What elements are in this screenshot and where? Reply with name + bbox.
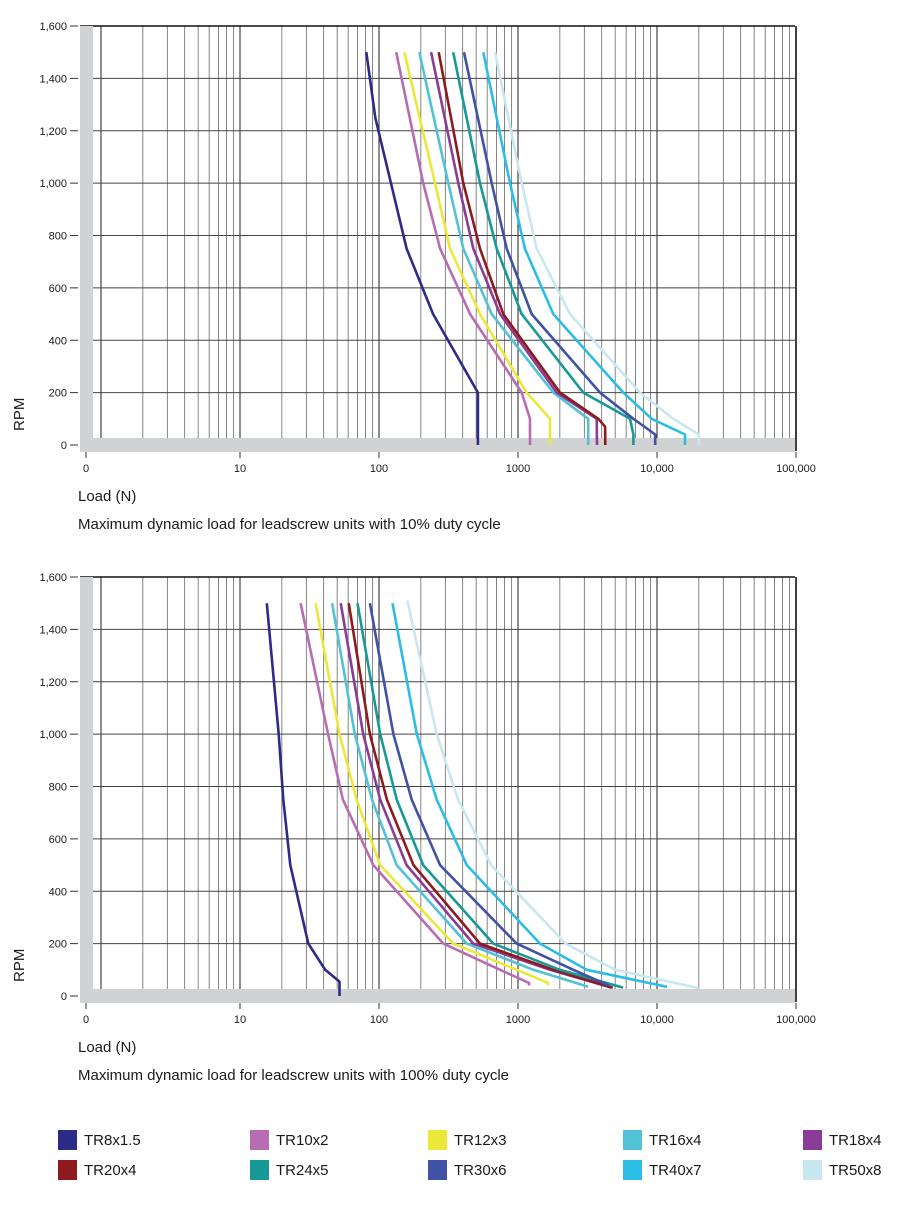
series-line-tr30x6 [368, 602, 610, 987]
y-tick-label: 1,000 [39, 178, 67, 190]
x-axis-label: Load (N) [78, 1039, 136, 1056]
legend-swatch [803, 1160, 822, 1180]
series-line-tr50x8 [493, 51, 701, 445]
chart-caption: Maximum dynamic load for leadscrew units… [78, 516, 501, 533]
y-tick-label: 800 [49, 782, 67, 794]
legend-item: TR24x5 [250, 1160, 329, 1180]
series-line-tr30x6 [462, 51, 657, 445]
x-tick-label: 100 [370, 463, 388, 475]
series-line-tr16x4 [418, 51, 590, 445]
x-tick-label: 10,000 [640, 463, 674, 475]
y-tick-label: 1,600 [39, 21, 67, 33]
y-tick-label: 600 [49, 283, 67, 295]
legend-label: TR30x6 [454, 1161, 507, 1179]
legend-swatch [250, 1160, 269, 1180]
series-line-tr16x4 [330, 602, 589, 989]
y-tick-label: 600 [49, 834, 67, 846]
y-axis-band [80, 26, 93, 452]
series-line-tr12x3 [403, 51, 552, 445]
chart-100-percent-duty: 0 200 400 600 800 1,000 1,200 1,400 1,600 0 10 100 1… [11, 572, 816, 1084]
series-line-tr20x4 [347, 602, 614, 989]
legend-item: TR30x6 [428, 1160, 507, 1180]
y-tick-label: 0 [61, 991, 67, 1003]
series-line-tr10x2 [394, 51, 532, 445]
legend-item: TR20x4 [58, 1160, 137, 1180]
x-axis-label: Load (N) [78, 488, 136, 505]
series-line-tr24x5 [356, 602, 624, 989]
series-line-tr20x4 [437, 51, 607, 446]
y-tick-label: 1,600 [39, 572, 67, 584]
series-line-tr24x5 [451, 51, 635, 445]
legend-label: TR16x4 [649, 1131, 702, 1149]
y-tick-label: 800 [49, 231, 67, 243]
legend-item: TR18x4 [803, 1130, 882, 1150]
x-axis-band [80, 438, 795, 452]
x-tick-label: 1000 [506, 1014, 530, 1026]
y-tick-label: 0 [61, 440, 67, 452]
legend-swatch [428, 1130, 447, 1150]
legend-swatch [623, 1160, 642, 1180]
y-axis-label: RPM [11, 398, 28, 431]
legend-swatch [428, 1160, 447, 1180]
series-line-tr10x2 [299, 602, 531, 986]
x-tick-label: 0 [83, 463, 89, 475]
legend-label: TR20x4 [84, 1161, 137, 1179]
legend-item: TR12x3 [428, 1130, 507, 1150]
legend-item: TR40x7 [623, 1160, 702, 1180]
legend-label: TR50x8 [829, 1161, 882, 1179]
series-line-tr18x4 [429, 51, 599, 446]
chart-10-percent-duty: 0 200 400 600 800 1,000 1,200 1,400 1,600 0 10 100 1… [11, 21, 816, 533]
x-tick-label: 100 [370, 1014, 388, 1026]
chart-caption: Maximum dynamic load for leadscrew units… [78, 1067, 509, 1084]
legend-swatch [58, 1130, 77, 1150]
legend-label: TR10x2 [276, 1131, 329, 1149]
x-tick-label: 10 [234, 1014, 246, 1026]
legend-label: TR18x4 [829, 1131, 882, 1149]
y-tick-label: 1,200 [39, 126, 67, 138]
x-tick-label: 10,000 [640, 1014, 674, 1026]
legend-swatch [803, 1130, 822, 1150]
y-tick-label: 200 [49, 939, 67, 951]
x-tick-label: 1000 [506, 463, 530, 475]
legend-item: TR10x2 [250, 1130, 329, 1150]
series-line-tr12x3 [314, 602, 550, 986]
series-line-tr50x8 [406, 600, 700, 990]
legend-label: TR12x3 [454, 1131, 507, 1149]
legend-label: TR40x7 [649, 1161, 702, 1179]
legend-item: TR50x8 [803, 1160, 882, 1180]
y-axis-label: RPM [11, 949, 28, 982]
series-line-tr8x1.5 [265, 603, 341, 996]
series-line-tr40x7 [482, 51, 687, 445]
y-tick-label: 1,200 [39, 677, 67, 689]
legend-item: TR16x4 [623, 1130, 702, 1150]
x-axis-band [80, 989, 795, 1003]
y-tick-label: 400 [49, 886, 67, 898]
y-tick-label: 1,000 [39, 729, 67, 741]
y-tick-label: 200 [49, 388, 67, 400]
legend-item: TR8x1.5 [58, 1130, 141, 1150]
y-tick-label: 400 [49, 335, 67, 347]
x-tick-label: 10 [234, 463, 246, 475]
legend-swatch [250, 1130, 269, 1150]
x-tick-label: 0 [83, 1014, 89, 1026]
series-line-tr8x1.5 [365, 52, 480, 445]
x-tick-label: 100,000 [776, 1014, 816, 1026]
series-line-tr40x7 [391, 602, 668, 989]
x-tick-label: 100,000 [776, 463, 816, 475]
y-tick-label: 1,400 [39, 73, 67, 85]
legend-swatch [623, 1130, 642, 1150]
legend-swatch [58, 1160, 77, 1180]
legend-label: TR24x5 [276, 1161, 329, 1179]
legend-label: TR8x1.5 [84, 1131, 141, 1149]
y-axis-band [80, 577, 93, 1003]
y-tick-label: 1,400 [39, 624, 67, 636]
